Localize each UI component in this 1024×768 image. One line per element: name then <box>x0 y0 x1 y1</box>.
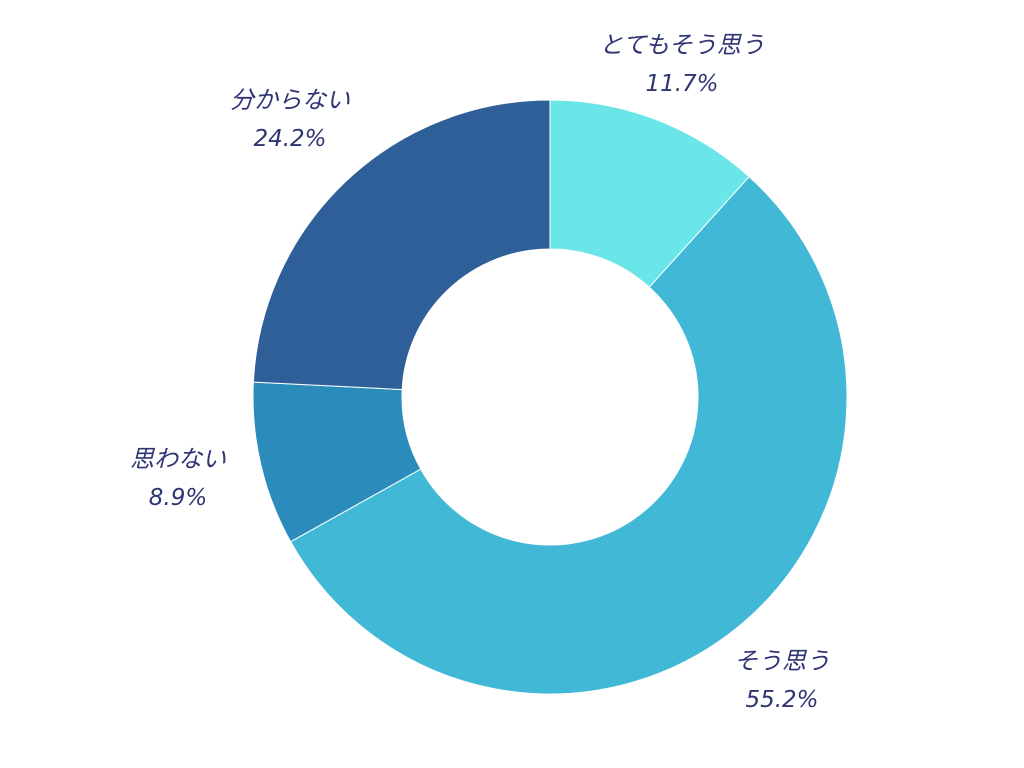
donut-slice <box>252 99 551 391</box>
slice-label: 思わない <box>130 445 226 473</box>
donut-slice <box>289 175 848 695</box>
slice-value-label: 8.9% <box>149 485 207 511</box>
donut-slice <box>549 99 750 288</box>
slice-value-label: 55.2% <box>745 687 818 713</box>
slice-value-label: 11.7% <box>645 71 718 97</box>
slice-value-label: 24.2% <box>253 126 326 152</box>
slice-label: 分からない <box>230 86 350 114</box>
slice-label: とてもそう思う <box>599 31 765 59</box>
slice-label: そう思う <box>734 647 830 675</box>
